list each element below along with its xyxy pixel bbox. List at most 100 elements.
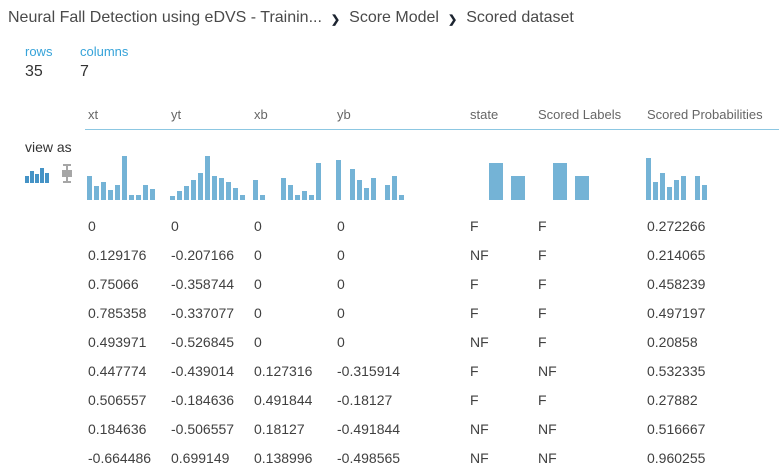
histogram-bar [233,188,238,200]
table-cell: NF [538,421,557,437]
table-cell: F [470,305,479,321]
view-as-control: view as [25,139,73,183]
histogram-bar [681,176,686,200]
table-cell: 0.129176 [88,247,147,263]
table-cell: 0.497197 [647,305,706,321]
table-row: 0.493971 -0.526845 0 0 NF F 0.20858 [85,328,779,357]
table-cell: F [538,276,547,292]
histogram-scored-probabilities[interactable] [644,130,779,212]
column-header-yb[interactable]: yb [337,107,351,122]
histogram-bar [253,180,258,200]
scored-dataset-table: xt yt xb yb state Scored Labels Scored Probabi… [85,100,779,473]
table-cell: -0.184636 [171,392,235,408]
histogram-bar [660,173,665,200]
table-cell: F [470,218,479,234]
table-cell: 0.272266 [647,218,706,234]
histogram-scored-labels[interactable] [535,130,644,212]
table-row: 0.785358 -0.337077 0 0 F F 0.497197 [85,299,779,328]
table-cell: 0.214065 [647,247,706,263]
histogram-bar [150,189,155,200]
table-cell: F [470,392,479,408]
histogram-bar [646,158,651,200]
histogram-bar [667,187,672,200]
column-header-scored-labels[interactable]: Scored Labels [538,107,622,122]
boxplot-view-icon[interactable] [61,164,73,183]
histogram-bar [575,176,589,200]
table-cell: 0 [337,334,345,350]
histogram-bar [281,178,286,200]
histogram-bar [316,163,321,200]
histogram-bar [350,169,355,200]
table-cell: F [538,334,547,350]
histogram-yb[interactable] [334,130,467,212]
table-cell: 0.960255 [647,450,706,466]
table-cell: 0 [254,247,262,263]
histogram-xb[interactable] [251,130,334,212]
table-cell: 0.447774 [88,363,147,379]
table-row: 0.129176 -0.207166 0 0 NF F 0.214065 [85,241,779,270]
breadcrumb-module[interactable]: Score Model [349,9,439,26]
table-cell: F [470,363,479,379]
column-header-state[interactable]: state [470,107,499,122]
table-cell: -0.491844 [337,421,401,437]
histogram-bar [122,156,127,200]
table-row: 0.75066 -0.358744 0 0 F F 0.458239 [85,270,779,299]
column-header-scored-probabilities[interactable]: Scored Probabilities [647,107,763,122]
histogram-bar [170,196,175,200]
table-cell: -0.18127 [337,392,393,408]
column-header-xb[interactable]: xb [254,107,268,122]
histogram-bar [205,156,210,200]
breadcrumb-experiment[interactable]: Neural Fall Detection using eDVS - Train… [8,9,322,26]
table-cell: -0.439014 [171,363,235,379]
table-cell: -0.664486 [88,450,152,466]
histogram-bar [702,185,707,200]
table-cell: 0.27882 [647,392,698,408]
histogram-view-icon[interactable] [25,167,50,183]
scored-dataset-page: Neural Fall Detection using eDVS - Train… [8,9,779,466]
histogram-bar [129,195,134,200]
histogram-bar [695,176,700,200]
rows-stat: rows 35 [25,44,80,81]
histogram-bar [191,180,196,200]
table-cell: 0 [337,305,345,321]
column-header-xt[interactable]: xt [88,107,99,122]
table-row: 0 0 0 0 F F 0.272266 [85,212,779,241]
histogram-state[interactable] [467,130,535,212]
table-cell: 0 [254,218,262,234]
histogram-row [85,130,779,212]
histogram-bar [226,182,231,200]
table-cell: 0.506557 [88,392,147,408]
table-cell: 0.18127 [254,421,305,437]
histogram-yt[interactable] [168,130,251,212]
table-cell: 0 [337,247,345,263]
columns-stat: columns 7 [80,44,128,81]
histogram-xt[interactable] [85,130,168,212]
column-header-yt[interactable]: yt [171,107,182,122]
table-cell: -0.498565 [337,450,401,466]
table-cell: F [538,218,547,234]
histogram-bar [674,180,679,200]
chevron-right-icon: ❯ [330,13,341,26]
table-cell: -0.358744 [171,276,235,292]
rows-label: rows [25,44,53,59]
histogram-bar [399,195,404,200]
histogram-bar [108,190,113,200]
columns-value: 7 [80,63,89,80]
histogram-bar [240,195,245,200]
table-cell: NF [470,334,489,350]
chevron-right-icon: ❯ [447,13,458,26]
table-row: -0.664486 0.699149 0.138996 -0.498565 NF NF 0.… [85,444,779,473]
table-cell: NF [470,247,489,263]
histogram-bar [143,185,148,200]
histogram-bar [260,195,265,200]
table-cell: NF [538,450,557,466]
table-cell: 0 [337,218,345,234]
histogram-bar [212,176,217,200]
histogram-bar [653,182,658,200]
histogram-bar [87,176,92,200]
histogram-bar [198,173,203,200]
table-cell: NF [470,421,489,437]
histogram-bar [553,163,567,200]
table-cell: 0.75066 [88,276,139,292]
table-cell: 0 [171,218,179,234]
